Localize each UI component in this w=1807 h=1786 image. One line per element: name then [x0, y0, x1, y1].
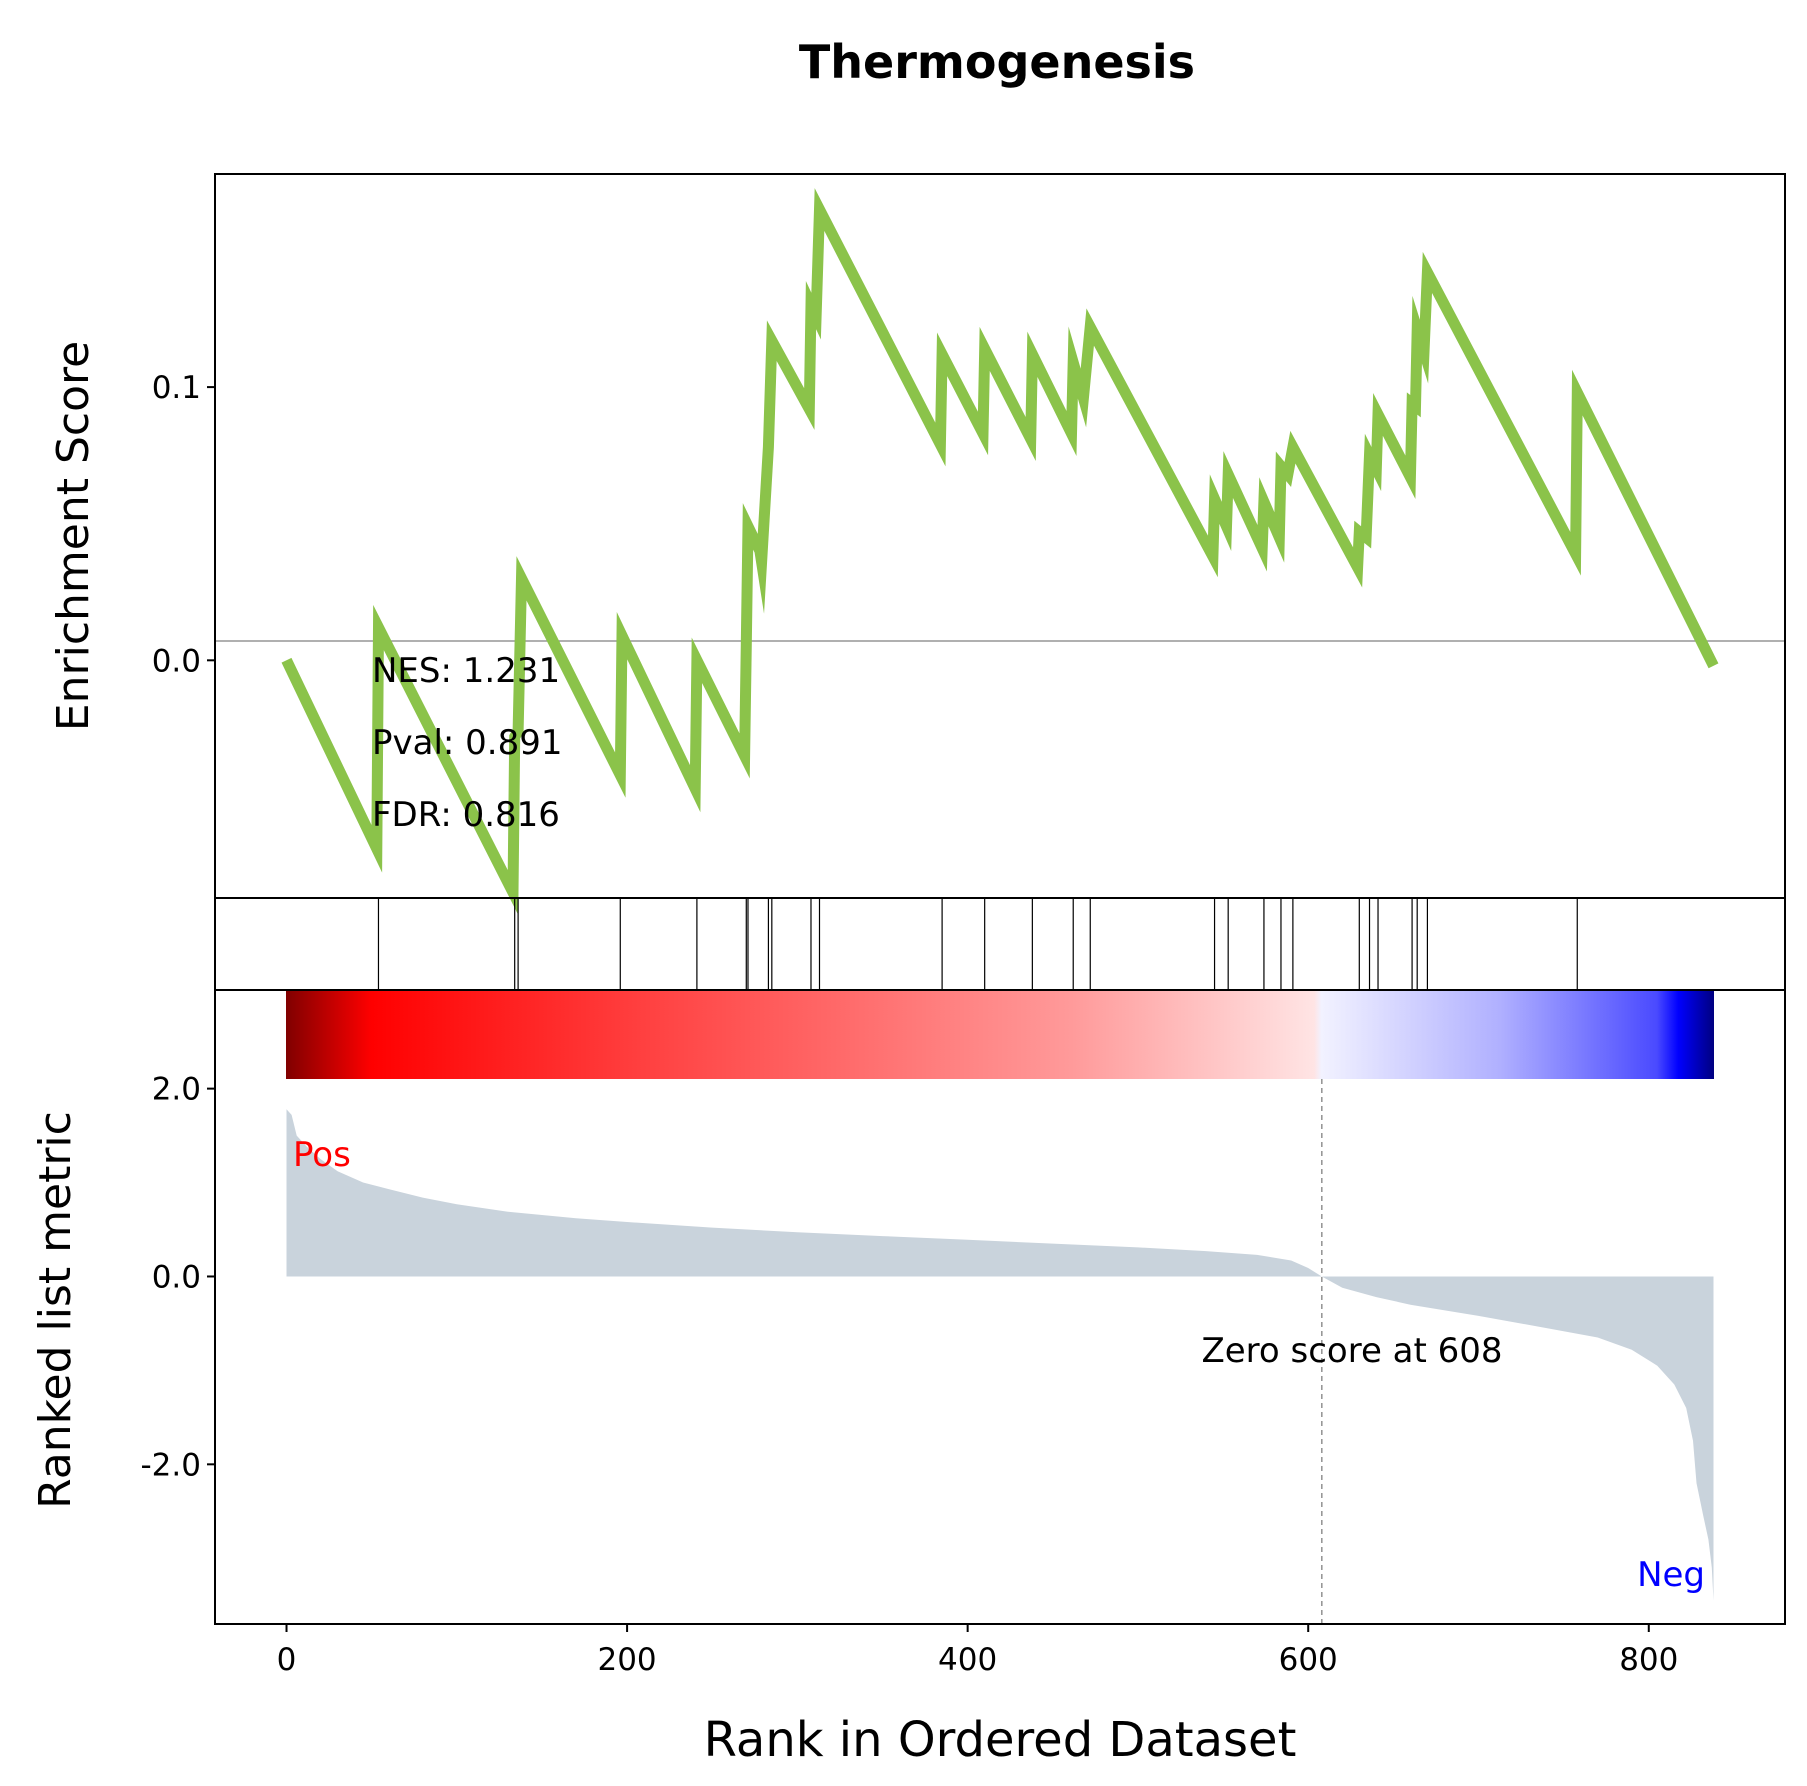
x-axis-label: Rank in Ordered Dataset [704, 1712, 1297, 1768]
x-tick-label: 400 [938, 1642, 997, 1678]
chart-title: Thermogenesis [799, 35, 1195, 89]
x-axis-ticks: 0 200 400 600 800 [277, 1624, 1678, 1678]
es-y-tick-label: 0.0 [152, 643, 201, 679]
x-tick-label: 0 [277, 1642, 297, 1678]
metric-y-axis-label: Ranked list metric [30, 1111, 81, 1509]
x-tick-label: 600 [1279, 1642, 1338, 1678]
es-line-series [281, 188, 1719, 916]
nes-stat: NES: 1.231 [372, 651, 560, 691]
metric-y-tick-label: 2.0 [152, 1072, 201, 1108]
metric-panel-frame [214, 989, 1786, 1625]
neg-label: Neg [1637, 1555, 1705, 1595]
es-panel: NES: 1.231 Pval: 0.891 FDR: 0.816 0.0 0.1… [48, 173, 1786, 916]
fdr-stat: FDR: 0.816 [372, 795, 560, 835]
metric-y-ticks: 2.0 0.0 -2.0 [141, 1072, 215, 1483]
hit-lines [377, 898, 1578, 990]
rank-colorbar [286, 990, 1714, 1079]
metric-y-tick-label: 0.0 [152, 1259, 201, 1295]
metric-panel: Pos Neg Zero score at 608 2.0 0.0 -2.0 Ran… [30, 989, 1786, 1625]
x-tick-label: 800 [1619, 1642, 1678, 1678]
metric-area [286, 1109, 1714, 1601]
zero-cross-annotation: Zero score at 608 [1201, 1331, 1502, 1371]
es-y-axis-label: Enrichment Score [48, 341, 99, 731]
pos-label: Pos [293, 1135, 351, 1175]
es-y-tick-label: 0.1 [152, 370, 201, 406]
hits-panel-frame [214, 897, 1786, 991]
hits-panel [214, 897, 1786, 991]
es-panel-frame [214, 173, 1786, 899]
x-tick-label: 200 [597, 1642, 656, 1678]
pval-stat: Pval: 0.891 [372, 723, 563, 763]
metric-y-tick-label: -2.0 [141, 1447, 202, 1483]
es-y-ticks: 0.0 0.1 [152, 370, 215, 679]
